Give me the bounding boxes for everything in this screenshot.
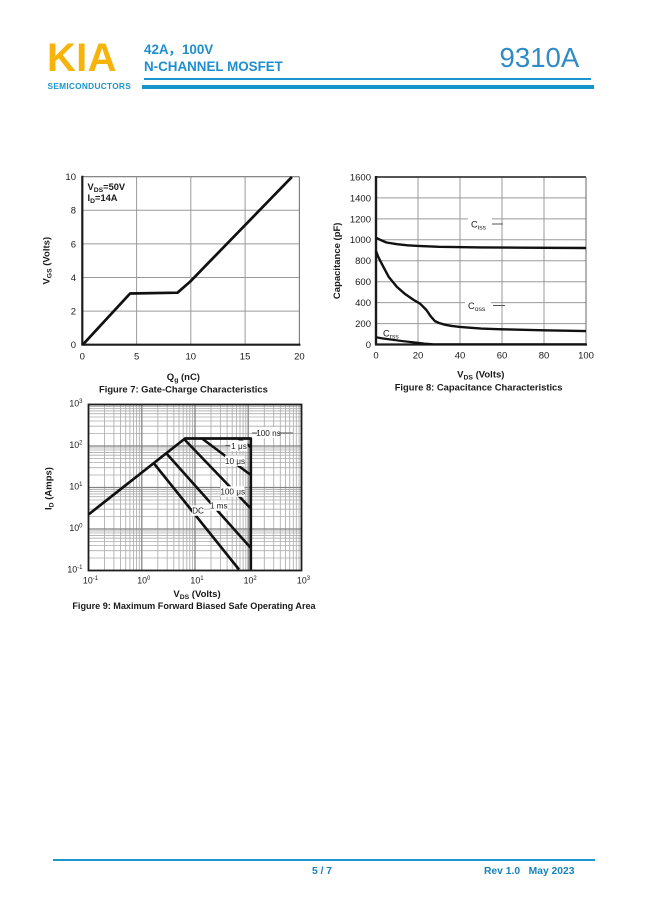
svg-text:60: 60 <box>497 350 508 361</box>
svg-text:103: 103 <box>69 399 83 409</box>
svg-text:1 ms: 1 ms <box>210 502 228 511</box>
svg-text:100: 100 <box>137 576 151 586</box>
svg-text:4: 4 <box>71 273 76 284</box>
svg-text:600: 600 <box>355 277 371 288</box>
svg-text:101: 101 <box>69 482 83 492</box>
svg-text:10-1: 10-1 <box>67 565 83 575</box>
svg-text:100: 100 <box>69 523 83 533</box>
svg-text:10: 10 <box>65 172 76 183</box>
svg-text:103: 103 <box>297 576 311 586</box>
svg-text:Qg (nC): Qg (nC) <box>167 372 200 384</box>
svg-text:10: 10 <box>186 352 197 363</box>
svg-text:VGS (Volts): VGS (Volts) <box>42 237 54 285</box>
svg-text:Figure 8: Capacitance Characte: Figure 8: Capacitance Characteristics <box>395 382 563 393</box>
svg-text:100: 100 <box>578 350 594 361</box>
svg-text:20: 20 <box>413 350 424 361</box>
svg-text:2: 2 <box>71 307 76 318</box>
svg-text:Figure 9: Maximum Forward Bias: Figure 9: Maximum Forward Biased Safe Op… <box>72 601 316 611</box>
svg-text:15: 15 <box>240 352 251 363</box>
svg-text:40: 40 <box>455 350 466 361</box>
svg-text:10 μs: 10 μs <box>225 457 245 466</box>
svg-text:1600: 1600 <box>350 172 371 183</box>
svg-text:1 μs: 1 μs <box>231 442 247 451</box>
svg-text:1400: 1400 <box>350 193 371 204</box>
svg-text:102: 102 <box>244 576 258 586</box>
svg-text:800: 800 <box>355 256 371 267</box>
svg-text:100 ns: 100 ns <box>256 429 281 438</box>
svg-text:101: 101 <box>190 576 204 586</box>
svg-text:VDS (Volts): VDS (Volts) <box>173 589 220 601</box>
svg-text:20: 20 <box>294 352 305 363</box>
svg-text:1200: 1200 <box>350 214 371 225</box>
svg-text:102: 102 <box>69 440 83 450</box>
svg-text:Capacitance (pF): Capacitance (pF) <box>332 223 343 300</box>
svg-text:5: 5 <box>134 352 139 363</box>
svg-text:8: 8 <box>71 206 76 217</box>
svg-text:0: 0 <box>373 350 378 361</box>
svg-text:200: 200 <box>355 319 371 330</box>
svg-text:6: 6 <box>71 239 76 250</box>
svg-text:VDS (Volts): VDS (Volts) <box>457 370 504 382</box>
svg-text:0: 0 <box>80 352 85 363</box>
svg-text:0: 0 <box>71 340 76 351</box>
svg-text:ID=14A: ID=14A <box>88 193 118 205</box>
svg-text:80: 80 <box>539 350 550 361</box>
svg-text:100 μs: 100 μs <box>220 488 245 497</box>
svg-text:Figure 7: Gate-Charge Characte: Figure 7: Gate-Charge Characteristics <box>99 383 268 394</box>
svg-text:ID (Amps): ID (Amps) <box>44 467 56 510</box>
svg-text:0: 0 <box>366 340 371 351</box>
svg-text:400: 400 <box>355 298 371 309</box>
svg-text:DC: DC <box>192 507 204 516</box>
svg-text:10-1: 10-1 <box>83 576 99 586</box>
svg-text:1000: 1000 <box>350 235 371 246</box>
